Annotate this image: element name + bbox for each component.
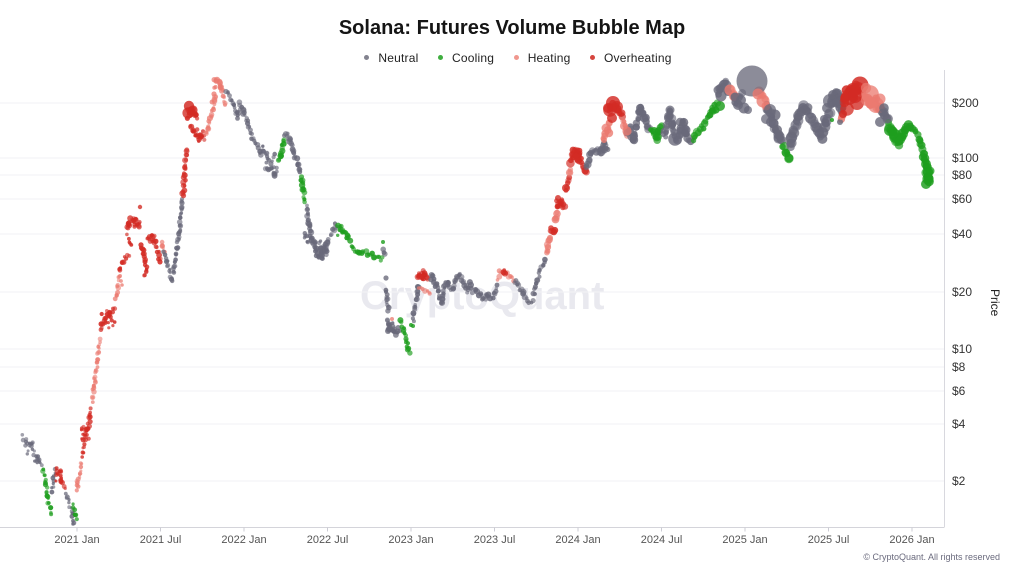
svg-text:$100: $100 (952, 151, 979, 165)
svg-text:$2: $2 (952, 474, 966, 488)
svg-text:2025 Jan: 2025 Jan (722, 534, 767, 546)
svg-text:$6: $6 (952, 384, 966, 398)
svg-text:2024 Jul: 2024 Jul (641, 534, 683, 546)
svg-text:2023 Jul: 2023 Jul (474, 534, 516, 546)
svg-text:$40: $40 (952, 227, 972, 241)
svg-text:$60: $60 (952, 192, 972, 206)
svg-text:2026 Jan: 2026 Jan (889, 534, 934, 546)
svg-text:2022 Jul: 2022 Jul (307, 534, 349, 546)
svg-text:2025 Jul: 2025 Jul (808, 534, 850, 546)
svg-text:$4: $4 (952, 417, 966, 431)
svg-text:$80: $80 (952, 168, 972, 182)
svg-text:2022 Jan: 2022 Jan (221, 534, 266, 546)
svg-text:2021 Jan: 2021 Jan (54, 534, 99, 546)
svg-text:$8: $8 (952, 360, 966, 374)
svg-text:$20: $20 (952, 285, 972, 299)
svg-text:$200: $200 (952, 96, 979, 110)
svg-text:2021 Jul: 2021 Jul (140, 534, 182, 546)
svg-text:$10: $10 (952, 342, 972, 356)
svg-text:2023 Jan: 2023 Jan (388, 534, 433, 546)
svg-text:2024 Jan: 2024 Jan (555, 534, 600, 546)
